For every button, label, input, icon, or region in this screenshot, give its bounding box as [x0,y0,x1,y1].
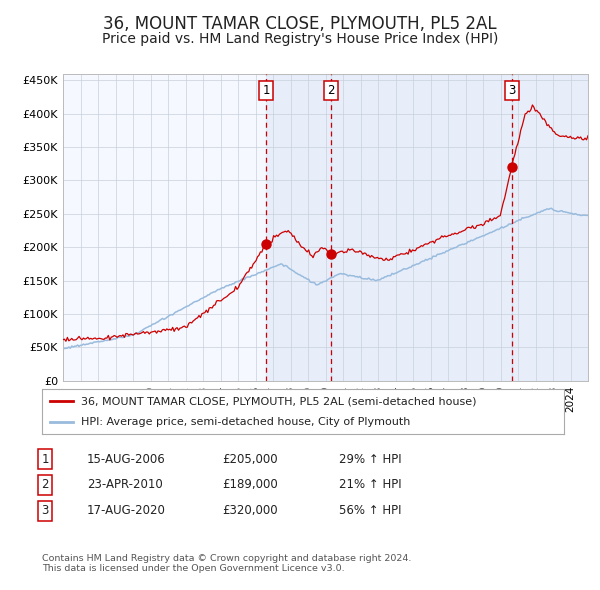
Bar [512,74,588,381]
Text: 3: 3 [41,504,49,517]
Text: 29% ↑ HPI: 29% ↑ HPI [339,453,401,466]
Bar [331,74,512,381]
Text: 2: 2 [327,84,335,97]
Text: 56% ↑ HPI: 56% ↑ HPI [339,504,401,517]
Text: HPI: Average price, semi-detached house, City of Plymouth: HPI: Average price, semi-detached house,… [81,417,410,427]
Text: 36, MOUNT TAMAR CLOSE, PLYMOUTH, PL5 2AL (semi-detached house): 36, MOUNT TAMAR CLOSE, PLYMOUTH, PL5 2AL… [81,396,476,407]
Text: 23-APR-2010: 23-APR-2010 [87,478,163,491]
Bar [266,74,331,381]
Text: £189,000: £189,000 [222,478,278,491]
Text: £320,000: £320,000 [222,504,278,517]
Text: 15-AUG-2006: 15-AUG-2006 [87,453,166,466]
Text: 2: 2 [41,478,49,491]
Text: 1: 1 [41,453,49,466]
Text: £205,000: £205,000 [222,453,278,466]
Text: 17-AUG-2020: 17-AUG-2020 [87,504,166,517]
Text: Contains HM Land Registry data © Crown copyright and database right 2024.
This d: Contains HM Land Registry data © Crown c… [42,554,412,573]
Text: 3: 3 [508,84,515,97]
Text: 1: 1 [263,84,270,97]
Text: 21% ↑ HPI: 21% ↑ HPI [339,478,401,491]
Text: Price paid vs. HM Land Registry's House Price Index (HPI): Price paid vs. HM Land Registry's House … [102,32,498,47]
Text: 36, MOUNT TAMAR CLOSE, PLYMOUTH, PL5 2AL: 36, MOUNT TAMAR CLOSE, PLYMOUTH, PL5 2AL [103,15,497,33]
